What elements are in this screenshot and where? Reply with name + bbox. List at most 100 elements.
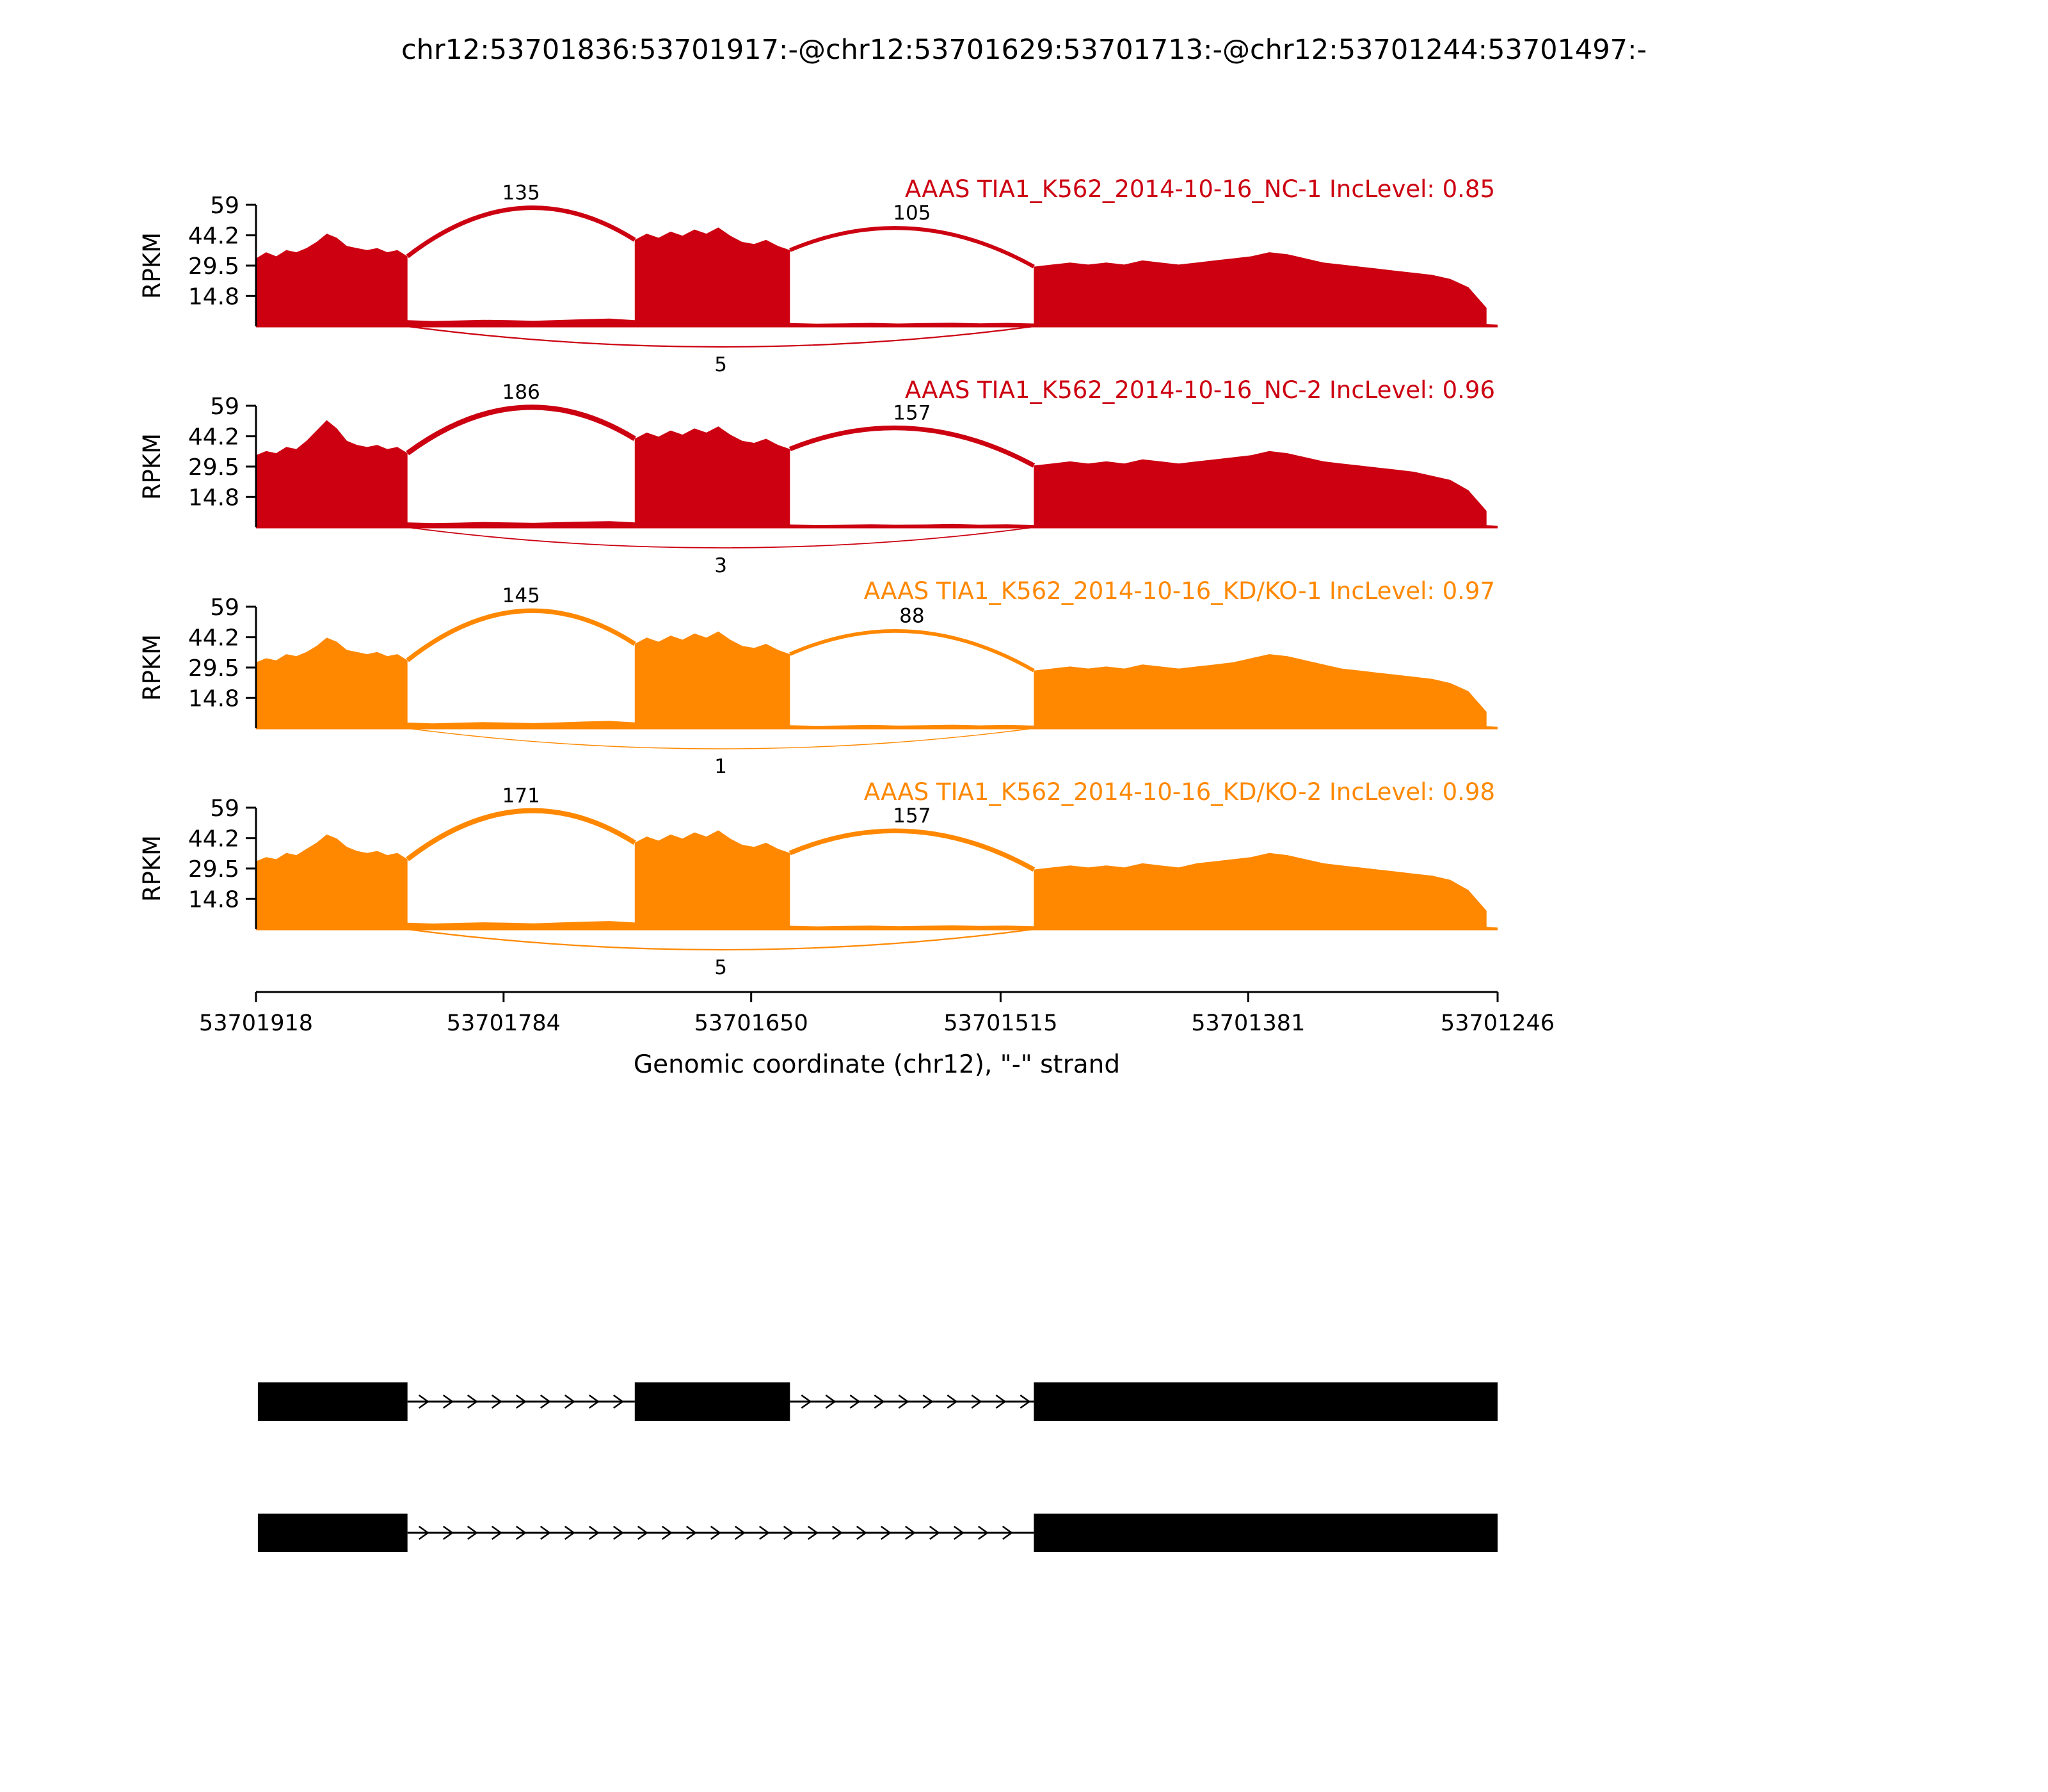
junction-count: 3: [714, 554, 727, 577]
junction-arc: [406, 404, 636, 456]
y-tick-label: 59: [210, 796, 239, 822]
transcript-exon: [257, 1514, 408, 1552]
y-tick-label: 14.8: [188, 886, 239, 913]
intron-direction-arrow-icon: [588, 1525, 600, 1540]
intron-direction-arrow-icon: [564, 1525, 575, 1540]
y-tick-label: 44.2: [188, 826, 239, 852]
intron-direction-arrow-icon: [612, 1525, 624, 1540]
intron-direction-arrow-icon: [735, 1525, 746, 1540]
coverage-track: 59 44.2 29.5 14.8 RPKM AAAS TIA1_K562_2014-10…: [138, 778, 1498, 979]
y-tick-label: 29.5: [188, 856, 239, 883]
y-axis-label: RPKM: [138, 232, 166, 299]
y-tick-label: 29.5: [188, 655, 239, 682]
intron-direction-arrow-icon: [662, 1525, 673, 1540]
junction-arc: [406, 808, 636, 861]
transcript-exon: [257, 1382, 408, 1421]
coverage-area: [256, 420, 1498, 527]
y-axis-label: RPKM: [138, 835, 166, 902]
x-tick-label: 53701515: [943, 1011, 1057, 1036]
intron-direction-arrow-icon: [898, 1394, 909, 1409]
junction-count: 171: [502, 784, 540, 807]
intron-direction-arrow-icon: [442, 1525, 454, 1540]
intron-direction-arrow-icon: [491, 1394, 502, 1409]
y-tick-label: 29.5: [188, 253, 239, 280]
junction-count: 157: [893, 402, 931, 425]
y-tick-label: 29.5: [188, 454, 239, 481]
intron-direction-arrow-icon: [588, 1394, 600, 1409]
intron-direction-arrow-icon: [515, 1525, 527, 1540]
intron-direction-arrow-icon: [849, 1394, 861, 1409]
transcript-exon: [1034, 1382, 1498, 1421]
track-label: AAAS TIA1_K562_2014-10-16_KD/KO-1 IncLev…: [864, 577, 1495, 605]
transcript-model: [257, 1382, 1498, 1421]
coverage-track: 59 44.2 29.5 14.8 RPKM AAAS TIA1_K562_2014-10…: [138, 577, 1498, 778]
intron-direction-arrow-icon: [954, 1525, 964, 1540]
transcript-exon: [1034, 1514, 1498, 1552]
track-label: AAAS TIA1_K562_2014-10-16_KD/KO-2 IncLev…: [864, 778, 1495, 806]
junction-arc-skip: [407, 928, 1034, 951]
intron-direction-arrow-icon: [1002, 1525, 1013, 1540]
intron-direction-arrow-icon: [515, 1394, 527, 1409]
y-axis-label: RPKM: [138, 433, 166, 500]
intron-direction-arrow-icon: [947, 1394, 958, 1409]
transcript-model: [257, 1514, 1498, 1552]
junction-count: 105: [893, 202, 931, 225]
y-tick-label: 59: [210, 595, 239, 621]
junction-arc: [406, 608, 636, 662]
junction-arc-skip: [407, 325, 1034, 348]
intron-direction-arrow-icon: [540, 1525, 551, 1540]
y-tick-label: 44.2: [188, 424, 239, 451]
x-tick-label: 53701650: [694, 1011, 808, 1036]
intron-direction-arrow-icon: [418, 1394, 429, 1409]
y-tick-label: 44.2: [188, 223, 239, 250]
junction-arc: [789, 226, 1035, 269]
y-tick-label: 14.8: [188, 484, 239, 511]
coverage-area: [256, 830, 1498, 929]
x-tick-label: 53701246: [1441, 1011, 1555, 1036]
junction-count: 186: [502, 381, 540, 404]
junction-arc-skip: [407, 728, 1034, 749]
y-tick-label: 59: [210, 394, 239, 420]
intron-direction-arrow-icon: [922, 1394, 934, 1409]
intron-direction-arrow-icon: [929, 1525, 940, 1540]
y-tick-label: 14.8: [188, 284, 239, 310]
intron-direction-arrow-icon: [467, 1525, 478, 1540]
coverage-area: [256, 227, 1498, 326]
intron-direction-arrow-icon: [564, 1394, 575, 1409]
junction-count: 145: [502, 584, 540, 607]
junction-count: 5: [714, 956, 727, 979]
chart-dynamic-layer: 59 44.2 29.5 14.8 RPKM AAAS TIA1_K562_2014-10…: [138, 175, 1555, 1552]
transcript-exon: [634, 1382, 790, 1421]
intron-direction-arrow-icon: [759, 1525, 770, 1540]
x-tick-label: 53701381: [1191, 1011, 1305, 1036]
y-tick-label: 59: [210, 193, 239, 219]
intron-direction-arrow-icon: [825, 1394, 836, 1409]
intron-direction-arrow-icon: [971, 1394, 982, 1409]
x-tick-label: 53701784: [447, 1011, 561, 1036]
y-tick-label: 44.2: [188, 625, 239, 652]
intron-direction-arrow-icon: [783, 1525, 794, 1540]
junction-arc: [406, 205, 636, 259]
junction-count: 88: [899, 605, 924, 628]
plot-title: chr12:53701836:53701917:-@chr12:53701629…: [401, 34, 1647, 66]
intron-direction-arrow-icon: [467, 1394, 478, 1409]
coverage-area: [256, 631, 1498, 728]
track-label: AAAS TIA1_K562_2014-10-16_NC-2 IncLevel:…: [905, 376, 1495, 404]
intron-direction-arrow-icon: [418, 1525, 429, 1540]
intron-direction-arrow-icon: [905, 1525, 916, 1540]
intron-direction-arrow-icon: [801, 1394, 812, 1409]
junction-count: 135: [502, 181, 540, 204]
junction-arc: [789, 629, 1035, 673]
intron-direction-arrow-icon: [710, 1525, 721, 1540]
x-axis: 53701918 53701784 53701650 53701515 53701381…: [199, 991, 1555, 1036]
intron-direction-arrow-icon: [686, 1525, 697, 1540]
intron-direction-arrow-icon: [978, 1525, 989, 1540]
intron-direction-arrow-icon: [637, 1525, 648, 1540]
intron-direction-arrow-icon: [612, 1394, 624, 1409]
intron-direction-arrow-icon: [540, 1394, 551, 1409]
x-axis-label: Genomic coordinate (chr12), "-" strand: [634, 1050, 1120, 1079]
coverage-track: 59 44.2 29.5 14.8 RPKM AAAS TIA1_K562_2014-10…: [138, 376, 1498, 577]
intron-direction-arrow-icon: [491, 1525, 502, 1540]
